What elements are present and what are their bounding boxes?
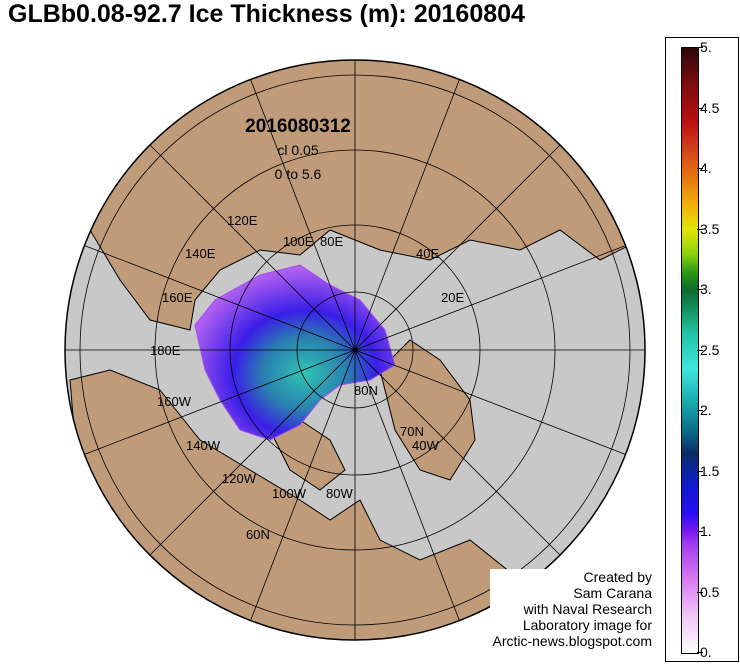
label-160w: 160W: [157, 394, 192, 409]
label-40w: 40W: [412, 438, 439, 453]
label-60n: 60N: [246, 527, 270, 542]
value-range: 0 to 5.6: [274, 166, 322, 182]
credit-line: with Naval Research: [523, 601, 652, 617]
colorbar-tick-mark: [697, 107, 703, 109]
colorbar: [681, 47, 699, 654]
map-title: GLBb0.08-92.7 Ice Thickness (m): 2016080…: [8, 0, 525, 28]
label-180e: 180E: [150, 343, 181, 358]
colorbar-tick-mark: [697, 410, 703, 411]
credit-line: Laboratory image for: [522, 617, 652, 633]
sea-ice: [194, 264, 396, 441]
credit-block: Created by Sam Carana with Naval Researc…: [490, 569, 654, 649]
colorbar-tick-label: 5.: [700, 39, 712, 55]
label-140w: 140W: [186, 438, 221, 453]
label-40e: 40E: [416, 246, 439, 261]
colorbar-tick-mark: [697, 289, 703, 290]
label-80w: 80W: [326, 486, 353, 501]
colorbar-tick-mark: [697, 531, 703, 532]
colorbar-tick-label: 2.5: [700, 341, 720, 358]
colorbar-tick-mark: [697, 349, 703, 351]
credit-line: Created by: [583, 569, 652, 585]
colorbar-tick-label: 4.5: [700, 99, 720, 116]
colorbar-tick-label: 3.5: [700, 220, 720, 237]
colorbar-tick-label: 0.5: [700, 583, 720, 600]
credit-line: Sam Carana: [573, 585, 652, 601]
colorbar-tick-label: 2.: [700, 402, 712, 418]
colorbar-tick-label: 1.: [700, 523, 712, 539]
label-160e: 160E: [162, 290, 193, 305]
credit-line: Arctic-news.blogspot.com: [492, 633, 652, 649]
label-120e: 120E: [227, 213, 258, 228]
colorbar-tick-mark: [697, 591, 703, 593]
polar-map: 120E 140E 100E 80E 160E 40E 20E 180E 160…: [64, 59, 646, 641]
model-date: 2016080312: [245, 116, 351, 137]
colorbar-tick-label: 3.: [700, 281, 712, 297]
label-80e: 80E: [320, 234, 343, 249]
label-100w: 100W: [272, 486, 307, 501]
label-140e: 140E: [185, 246, 216, 261]
label-120w: 120W: [222, 471, 257, 486]
label-20e: 20E: [441, 290, 464, 305]
contour-interval: cl 0.05: [277, 142, 319, 158]
eurasia-land: [89, 60, 641, 331]
label-100e: 100E: [283, 234, 314, 249]
colorbar-tick-mark: [697, 470, 703, 472]
label-80n: 80N: [354, 383, 378, 398]
label-70n: 70N: [400, 424, 424, 439]
colorbar-tick-mark: [697, 47, 703, 48]
colorbar-tick-label: 4.: [700, 160, 712, 176]
meridians: [65, 60, 645, 640]
colorbar-tick-label: 1.5: [700, 462, 720, 479]
map-border: [64, 59, 646, 641]
colorbar-tick-label: 0.: [700, 644, 712, 660]
greenland-land: [379, 339, 476, 481]
colorbar-tick-mark: [697, 228, 703, 230]
colorbar-tick-mark: [697, 652, 703, 653]
colorbar-tick-mark: [697, 168, 703, 169]
